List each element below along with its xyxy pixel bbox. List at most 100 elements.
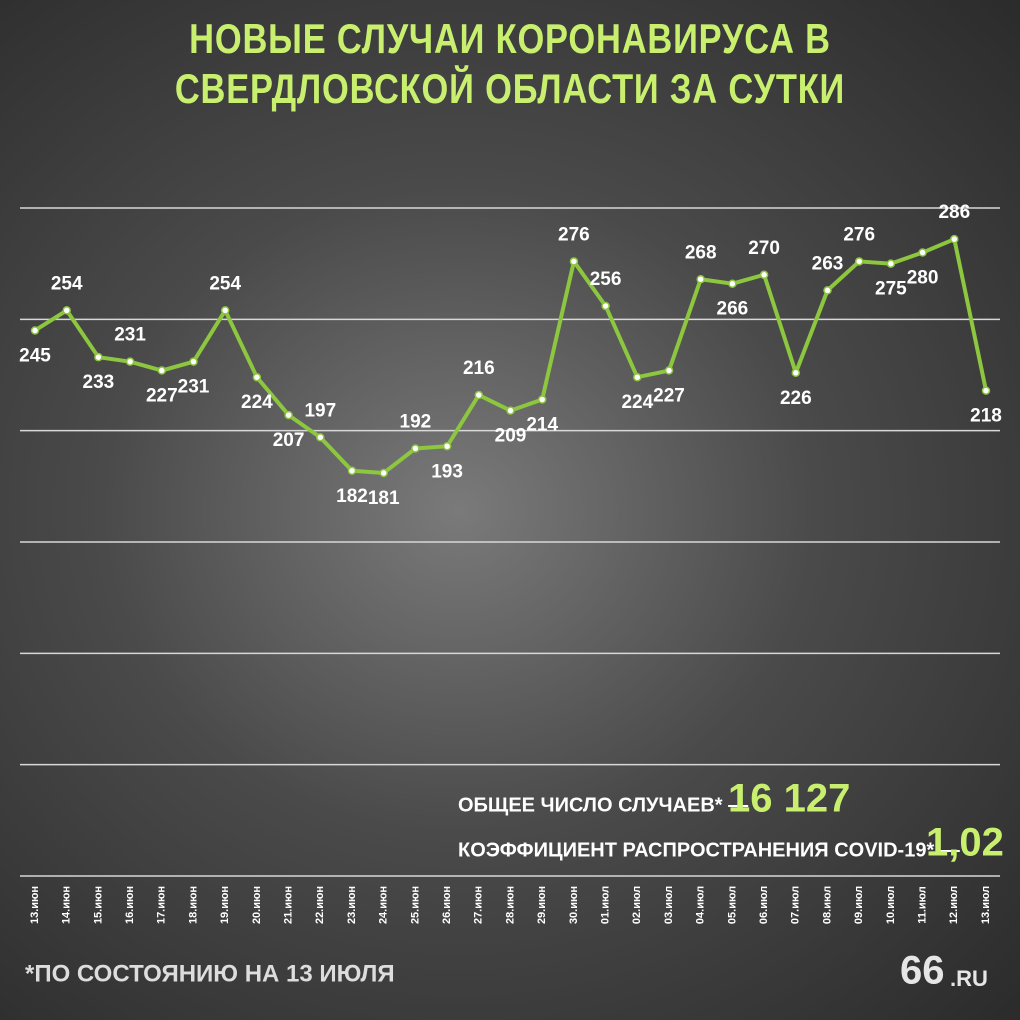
data-label: 263 (812, 253, 844, 274)
x-tick-label: 25.июн (409, 886, 421, 924)
point (347, 466, 357, 475)
point (728, 279, 737, 288)
x-tick-label: 23.июн (346, 886, 358, 924)
point (474, 390, 484, 400)
point (220, 306, 230, 315)
x-tick-label: 24.июн (378, 886, 390, 924)
data-label: 231 (178, 377, 210, 398)
x-tick-label: 26.июн (441, 886, 453, 924)
point (62, 306, 71, 315)
data-label: 256 (590, 269, 622, 290)
logo-suffix: .RU (950, 966, 988, 991)
point (664, 366, 674, 375)
x-tick-label: 20.июн (251, 886, 263, 924)
coef-label: КОЭФФИЦИЕНТ РАСПРОСТРАНЕНИЯ COVID-19* — (458, 839, 960, 861)
data-label: 209 (495, 426, 527, 447)
x-tick-label: 09.июл (853, 886, 865, 924)
x-tick-label: 02.июл (631, 886, 643, 924)
point (791, 368, 801, 378)
data-label: 266 (717, 299, 749, 320)
data-label: 197 (304, 400, 336, 421)
data-label: 214 (526, 415, 558, 436)
point (633, 372, 642, 382)
x-tick-label: 08.июл (821, 886, 833, 924)
data-label: 192 (400, 411, 432, 432)
data-label: 224 (621, 392, 653, 413)
point (537, 395, 547, 404)
x-tick-label: 17.июн (156, 886, 168, 924)
point (981, 386, 991, 395)
point (252, 372, 262, 382)
x-tick-label: 13.июл (980, 886, 992, 924)
data-label: 231 (114, 325, 146, 346)
x-tick-label: 06.июл (758, 886, 770, 924)
point (157, 366, 167, 375)
point (30, 326, 40, 335)
x-tick-label: 01.июл (600, 886, 612, 924)
point (506, 406, 515, 415)
x-tick-label: 28.июн (504, 886, 516, 924)
point (601, 301, 610, 311)
point (696, 275, 705, 284)
point (125, 357, 135, 366)
coef-value: 1,02 (926, 821, 1004, 865)
x-tick-label: 15.июн (92, 886, 104, 924)
x-tick-label: 27.июн (473, 886, 485, 924)
point (316, 433, 325, 442)
data-label: 181 (368, 488, 400, 509)
data-label: 268 (685, 242, 717, 263)
data-label: 227 (653, 386, 685, 407)
data-label: 224 (241, 392, 273, 413)
total-label: ОБЩЕЕ ЧИСЛО СЛУЧАЕВ* — (458, 794, 748, 816)
data-label: 245 (19, 345, 51, 366)
point (569, 257, 579, 266)
data-label: 280 (907, 268, 939, 289)
point (284, 410, 293, 420)
point (918, 248, 927, 257)
point (379, 468, 388, 478)
data-label: 275 (875, 279, 907, 300)
x-tick-label: 30.июн (568, 886, 580, 924)
data-label: 276 (843, 224, 875, 245)
x-tick-label: 29.июн (536, 886, 548, 924)
x-tick-label: 10.июл (885, 886, 897, 924)
x-tick-label: 11.июл (917, 886, 929, 924)
data-label: 216 (463, 358, 495, 379)
logo: 66 (900, 949, 945, 993)
data-label: 226 (780, 388, 812, 409)
point (189, 357, 198, 366)
data-label: 276 (558, 224, 590, 245)
point (950, 234, 959, 244)
data-label: 254 (51, 273, 83, 294)
data-label: 233 (83, 372, 115, 393)
x-tick-label: 04.июл (695, 886, 707, 924)
x-tick-label: 19.июн (219, 886, 231, 924)
x-tick-label: 14.июн (61, 886, 73, 924)
point (411, 444, 420, 453)
point (442, 442, 452, 451)
x-tick-label: 21.июн (283, 886, 295, 924)
x-tick-label: 13.июн (29, 886, 41, 924)
data-label: 218 (970, 406, 1002, 427)
point (759, 270, 769, 280)
data-label: 286 (938, 202, 970, 223)
x-tick-label: 16.июн (124, 886, 136, 924)
x-tick-label: 05.июл (726, 886, 738, 924)
footnote: *ПО СОСТОЯНИЮ НА 13 ИЮЛЯ (25, 960, 395, 987)
x-tick-label: 12.июл (948, 886, 960, 924)
data-label: 254 (209, 273, 241, 294)
data-label: 227 (146, 386, 178, 407)
point (94, 352, 103, 362)
data-label: 193 (431, 461, 463, 482)
x-tick-label: 07.июл (790, 886, 802, 924)
point (854, 257, 864, 266)
point (886, 259, 896, 268)
x-tick-label: 22.июн (314, 886, 326, 924)
chart-title: НОВЫЕ СЛУЧАИ КОРОНАВИРУСА В СВЕРДЛОВСКОЙ… (174, 15, 846, 112)
x-tick-label: 03.июл (663, 886, 675, 924)
x-tick-label: 18.июн (187, 886, 199, 924)
data-label: 207 (273, 430, 305, 451)
data-label: 182 (336, 486, 368, 507)
